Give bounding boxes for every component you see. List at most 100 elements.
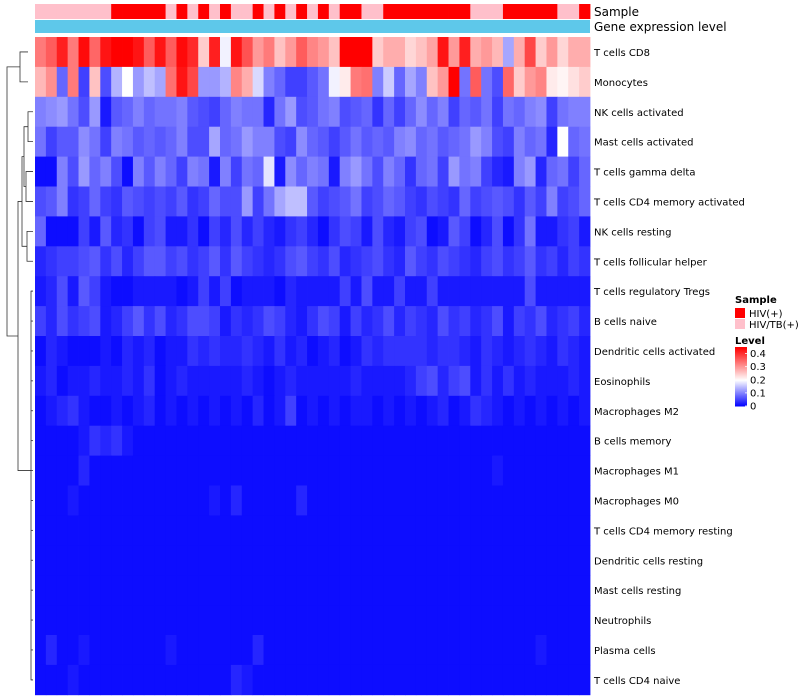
- row-label: T cells follicular helper: [593, 257, 708, 268]
- heatmap-cell: [383, 664, 395, 696]
- heatmap-cell: [568, 455, 580, 486]
- heatmap-cell: [56, 545, 69, 576]
- heatmap-cell: [513, 126, 526, 157]
- heatmap-cell: [350, 455, 362, 486]
- heatmap-cell: [263, 575, 275, 606]
- heatmap-cell: [285, 425, 297, 456]
- heatmap-cell: [209, 156, 221, 187]
- heatmap-cell: [45, 96, 58, 128]
- heatmap-cell: [111, 216, 123, 247]
- heatmap-cell: [35, 545, 47, 576]
- heatmap-cell: [274, 126, 286, 157]
- heatmap-cell: [143, 605, 156, 636]
- heatmap-cell: [383, 306, 395, 337]
- heatmap-cell: [241, 545, 254, 576]
- heatmap-cell: [350, 635, 362, 666]
- heatmap-cell: [143, 276, 156, 307]
- heatmap-cell: [100, 156, 112, 187]
- heatmap-cell: [285, 664, 297, 696]
- heatmap-cell: [285, 96, 297, 128]
- heatmap-cell: [481, 455, 493, 486]
- heatmap-cell: [557, 216, 569, 247]
- heatmap-cell: [317, 126, 330, 157]
- heatmap-cell: [78, 395, 90, 427]
- heatmap-cell: [339, 455, 351, 486]
- level-legend-gradient-step: [735, 368, 747, 371]
- heatmap-cell: [513, 575, 526, 606]
- heatmap-cell: [230, 575, 243, 606]
- heatmap-cell: [437, 216, 449, 247]
- heatmap-cell: [383, 96, 395, 128]
- heatmap-cell: [252, 216, 264, 247]
- heatmap-cell: [339, 37, 351, 68]
- heatmap-cell: [426, 96, 439, 128]
- heatmap-cell: [502, 515, 515, 546]
- heatmap-cell: [568, 365, 580, 397]
- heatmap-cell: [328, 455, 341, 486]
- heatmap-cell: [122, 126, 134, 157]
- heatmap-cell: [122, 66, 134, 98]
- heatmap-cell: [339, 276, 351, 307]
- heatmap-cell: [546, 395, 558, 427]
- heatmap-cell: [89, 186, 101, 217]
- heatmap-cell: [307, 66, 319, 98]
- sample-annotation-cell: [405, 4, 417, 19]
- heatmap-cell: [426, 186, 439, 217]
- heatmap-cell: [437, 545, 449, 576]
- heatmap-cell: [524, 395, 536, 427]
- heatmap-cell: [317, 425, 330, 456]
- heatmap-cell: [111, 605, 123, 636]
- heatmap-cell: [579, 156, 591, 187]
- heatmap-cell: [100, 395, 112, 427]
- heatmap-cell: [67, 276, 79, 307]
- heatmap-cell: [198, 96, 210, 128]
- heatmap-cell: [230, 395, 243, 427]
- heatmap-cell: [263, 126, 275, 157]
- heatmap-cell: [361, 276, 373, 307]
- heatmap-cell: [557, 664, 569, 696]
- heatmap-cell: [100, 664, 112, 696]
- heatmap-cell: [317, 216, 330, 247]
- heatmap-cell: [383, 336, 395, 367]
- heatmap-cell: [546, 545, 558, 576]
- sample-annotation-cell: [350, 4, 362, 19]
- level-legend-gradient-step: [735, 395, 747, 397]
- heatmap-cell: [78, 545, 90, 576]
- heatmap-cell: [513, 216, 526, 247]
- heatmap-cell: [296, 605, 308, 636]
- heatmap-cell: [579, 515, 591, 546]
- heatmap-cell: [383, 485, 395, 516]
- heatmap-cell: [154, 605, 166, 636]
- heatmap-cell: [209, 126, 221, 157]
- heatmap-cell: [470, 336, 482, 367]
- heatmap-cell: [568, 635, 580, 666]
- heatmap-cell: [198, 246, 210, 277]
- heatmap-cell: [513, 365, 526, 397]
- heatmap-cell: [448, 545, 460, 576]
- heatmap-cell: [492, 365, 504, 397]
- heatmap-cell: [383, 126, 395, 157]
- heatmap-cell: [339, 425, 351, 456]
- heatmap-cell: [383, 246, 395, 277]
- heatmap-cell: [100, 126, 112, 157]
- heatmap-cell: [132, 246, 145, 277]
- heatmap-cell: [45, 664, 58, 696]
- heatmap-cell: [307, 37, 319, 68]
- heatmap-cell: [296, 186, 308, 217]
- heatmap-cell: [154, 485, 166, 516]
- heatmap-cell: [394, 216, 406, 247]
- heatmap-cell: [209, 395, 221, 427]
- heatmap-cell: [481, 186, 493, 217]
- heatmap-cell: [437, 156, 449, 187]
- heatmap-cell: [122, 664, 134, 696]
- heatmap-cell: [415, 66, 428, 98]
- heatmap-cell: [274, 216, 286, 247]
- heatmap-cell: [535, 186, 547, 217]
- heatmap-cell: [546, 276, 558, 307]
- heatmap-cell: [241, 605, 254, 636]
- heatmap-cell: [154, 96, 166, 128]
- heatmap-cell: [230, 664, 243, 696]
- heatmap-cell: [187, 126, 199, 157]
- heatmap-cell: [252, 126, 264, 157]
- heatmap-cell: [252, 37, 264, 68]
